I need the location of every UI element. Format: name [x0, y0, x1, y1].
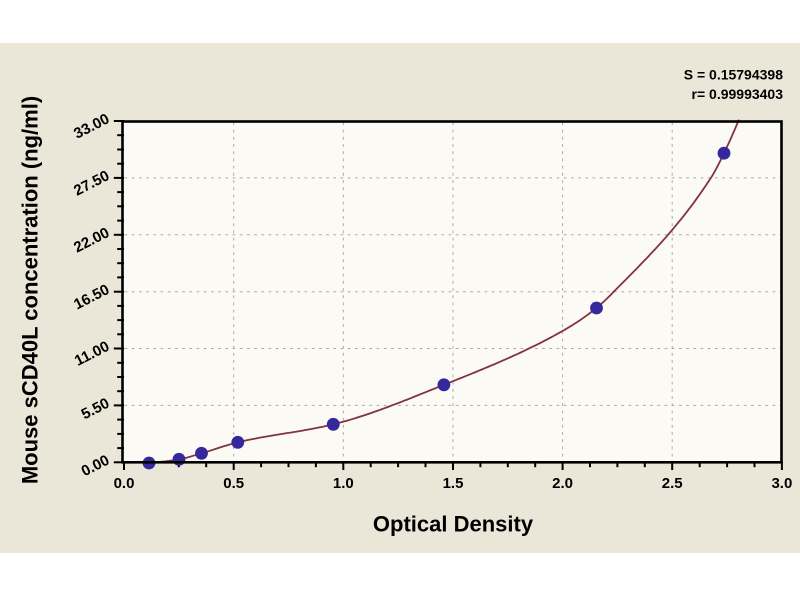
svg-text:1.0: 1.0 [333, 475, 354, 492]
svg-text:0.5: 0.5 [223, 475, 244, 492]
svg-text:Mouse sCD40L concentration (ng: Mouse sCD40L concentration (ng/ml) [18, 96, 43, 484]
svg-text:2.5: 2.5 [662, 475, 683, 492]
svg-text:0.0: 0.0 [114, 475, 135, 492]
svg-text:S = 0.15794398: S = 0.15794398 [684, 67, 783, 83]
svg-text:1.5: 1.5 [443, 475, 464, 492]
svg-text:3.0: 3.0 [771, 475, 792, 492]
svg-text:r= 0.99993403: r= 0.99993403 [692, 86, 784, 102]
svg-text:Optical Density: Optical Density [373, 512, 534, 537]
svg-text:2.0: 2.0 [552, 475, 573, 492]
